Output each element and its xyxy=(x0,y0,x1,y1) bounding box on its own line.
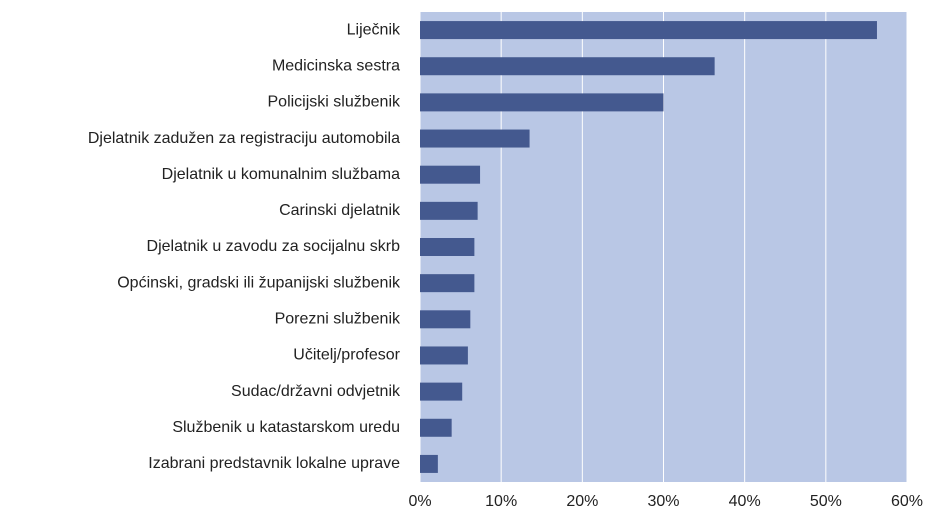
x-tick-label: 10% xyxy=(485,493,517,510)
bar xyxy=(420,238,475,256)
y-tick-label: Policijski službenik xyxy=(268,94,401,111)
bar xyxy=(420,274,475,293)
y-tick-label: Djelatnik u zavodu za socijalnu skrb xyxy=(147,238,401,255)
bar xyxy=(420,310,471,329)
x-tick-label: 20% xyxy=(566,493,598,510)
x-tick-label: 50% xyxy=(810,493,842,510)
bar xyxy=(420,93,664,112)
y-tick-label: Općinski, gradski ili županijski služben… xyxy=(117,274,401,291)
bar xyxy=(420,382,463,401)
y-tick-label: Carinski djelatnik xyxy=(279,202,401,219)
bar xyxy=(420,346,468,365)
y-tick-label: Medicinska sestra xyxy=(272,57,400,74)
x-tick-label: 0% xyxy=(408,493,431,510)
bar xyxy=(420,454,438,473)
y-tick-label: Liječnik xyxy=(347,21,401,38)
y-tick-label: Djelatnik zadužen za registraciju automo… xyxy=(88,130,400,147)
y-tick-label: Djelatnik u komunalnim službama xyxy=(162,166,400,183)
x-tick-label: 40% xyxy=(729,493,761,510)
bar xyxy=(420,129,530,148)
y-tick-label: Učitelj/profesor xyxy=(293,347,400,364)
y-tick-label: Porezni službenik xyxy=(275,311,401,328)
y-tick-label: Službenik u katastarskom uredu xyxy=(172,419,400,436)
bar xyxy=(420,418,452,437)
bar xyxy=(420,201,478,220)
bar xyxy=(420,21,877,40)
x-tick-label: 60% xyxy=(891,493,923,510)
y-tick-label: Sudac/državni odvjetnik xyxy=(231,383,401,400)
bar xyxy=(420,57,715,76)
x-tick-label: 30% xyxy=(647,493,679,510)
y-tick-label: Izabrani predstavnik lokalne uprave xyxy=(148,455,400,472)
bar xyxy=(420,165,481,184)
